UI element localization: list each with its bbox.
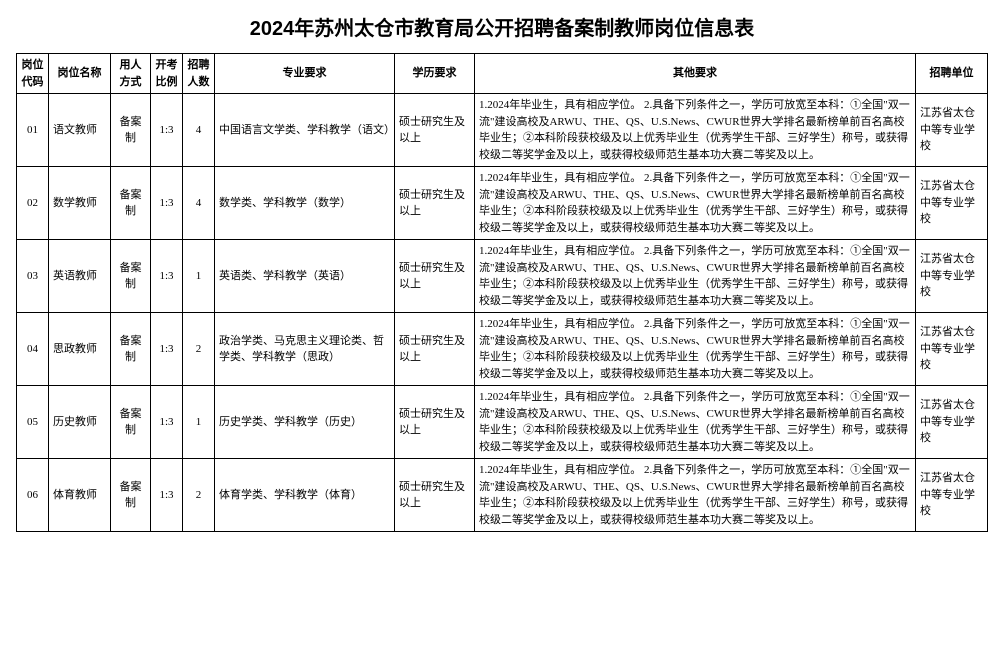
cell-other: 1.2024年毕业生，具有相应学位。 2.具备下列条件之一，学历可放宽至本科：①… [475, 94, 916, 167]
job-info-table: 岗位代码 岗位名称 用人方式 开考比例 招聘人数 专业要求 学历要求 其他要求 … [16, 53, 988, 532]
cell-name: 体育教师 [49, 459, 111, 532]
cell-method: 备案制 [111, 386, 151, 459]
table-header-row: 岗位代码 岗位名称 用人方式 开考比例 招聘人数 专业要求 学历要求 其他要求 … [17, 54, 988, 94]
cell-count: 1 [183, 240, 215, 313]
table-row: 03英语教师备案制1:31英语类、学科教学（英语）硕士研究生及以上1.2024年… [17, 240, 988, 313]
cell-ratio: 1:3 [151, 313, 183, 386]
cell-code: 04 [17, 313, 49, 386]
cell-edu: 硕士研究生及以上 [395, 167, 475, 240]
cell-other: 1.2024年毕业生，具有相应学位。 2.具备下列条件之一，学历可放宽至本科：①… [475, 386, 916, 459]
cell-name: 语文教师 [49, 94, 111, 167]
header-unit: 招聘单位 [916, 54, 988, 94]
cell-code: 01 [17, 94, 49, 167]
cell-count: 4 [183, 167, 215, 240]
header-code: 岗位代码 [17, 54, 49, 94]
cell-major: 英语类、学科教学（英语） [215, 240, 395, 313]
cell-other: 1.2024年毕业生，具有相应学位。 2.具备下列条件之一，学历可放宽至本科：①… [475, 167, 916, 240]
table-row: 02数学教师备案制1:34数学类、学科教学（数学）硕士研究生及以上1.2024年… [17, 167, 988, 240]
page-title: 2024年苏州太仓市教育局公开招聘备案制教师岗位信息表 [16, 12, 988, 41]
cell-unit: 江苏省太仓中等专业学校 [916, 167, 988, 240]
cell-major: 政治学类、马克思主义理论类、哲学类、学科教学（思政） [215, 313, 395, 386]
cell-edu: 硕士研究生及以上 [395, 313, 475, 386]
cell-edu: 硕士研究生及以上 [395, 94, 475, 167]
cell-major: 体育学类、学科教学（体育） [215, 459, 395, 532]
cell-code: 02 [17, 167, 49, 240]
cell-edu: 硕士研究生及以上 [395, 386, 475, 459]
header-other: 其他要求 [475, 54, 916, 94]
cell-unit: 江苏省太仓中等专业学校 [916, 313, 988, 386]
table-row: 01语文教师备案制1:34中国语言文学类、学科教学（语文）硕士研究生及以上1.2… [17, 94, 988, 167]
header-name: 岗位名称 [49, 54, 111, 94]
cell-count: 1 [183, 386, 215, 459]
cell-major: 中国语言文学类、学科教学（语文） [215, 94, 395, 167]
cell-name: 英语教师 [49, 240, 111, 313]
cell-method: 备案制 [111, 240, 151, 313]
cell-name: 思政教师 [49, 313, 111, 386]
cell-code: 05 [17, 386, 49, 459]
cell-unit: 江苏省太仓中等专业学校 [916, 240, 988, 313]
header-method: 用人方式 [111, 54, 151, 94]
cell-ratio: 1:3 [151, 459, 183, 532]
cell-unit: 江苏省太仓中等专业学校 [916, 386, 988, 459]
cell-major: 历史学类、学科教学（历史） [215, 386, 395, 459]
cell-other: 1.2024年毕业生，具有相应学位。 2.具备下列条件之一，学历可放宽至本科：①… [475, 459, 916, 532]
cell-edu: 硕士研究生及以上 [395, 240, 475, 313]
cell-major: 数学类、学科教学（数学） [215, 167, 395, 240]
header-major: 专业要求 [215, 54, 395, 94]
cell-code: 06 [17, 459, 49, 532]
cell-method: 备案制 [111, 167, 151, 240]
cell-method: 备案制 [111, 459, 151, 532]
cell-ratio: 1:3 [151, 94, 183, 167]
cell-unit: 江苏省太仓中等专业学校 [916, 94, 988, 167]
header-ratio: 开考比例 [151, 54, 183, 94]
header-count: 招聘人数 [183, 54, 215, 94]
cell-other: 1.2024年毕业生，具有相应学位。 2.具备下列条件之一，学历可放宽至本科：①… [475, 240, 916, 313]
cell-name: 数学教师 [49, 167, 111, 240]
cell-method: 备案制 [111, 94, 151, 167]
cell-ratio: 1:3 [151, 167, 183, 240]
cell-count: 2 [183, 313, 215, 386]
cell-edu: 硕士研究生及以上 [395, 459, 475, 532]
header-edu: 学历要求 [395, 54, 475, 94]
cell-method: 备案制 [111, 313, 151, 386]
cell-code: 03 [17, 240, 49, 313]
cell-unit: 江苏省太仓中等专业学校 [916, 459, 988, 532]
cell-count: 4 [183, 94, 215, 167]
table-row: 06体育教师备案制1:32体育学类、学科教学（体育）硕士研究生及以上1.2024… [17, 459, 988, 532]
cell-name: 历史教师 [49, 386, 111, 459]
cell-ratio: 1:3 [151, 386, 183, 459]
table-row: 04思政教师备案制1:32政治学类、马克思主义理论类、哲学类、学科教学（思政）硕… [17, 313, 988, 386]
cell-other: 1.2024年毕业生，具有相应学位。 2.具备下列条件之一，学历可放宽至本科：①… [475, 313, 916, 386]
cell-ratio: 1:3 [151, 240, 183, 313]
cell-count: 2 [183, 459, 215, 532]
table-row: 05历史教师备案制1:31历史学类、学科教学（历史）硕士研究生及以上1.2024… [17, 386, 988, 459]
